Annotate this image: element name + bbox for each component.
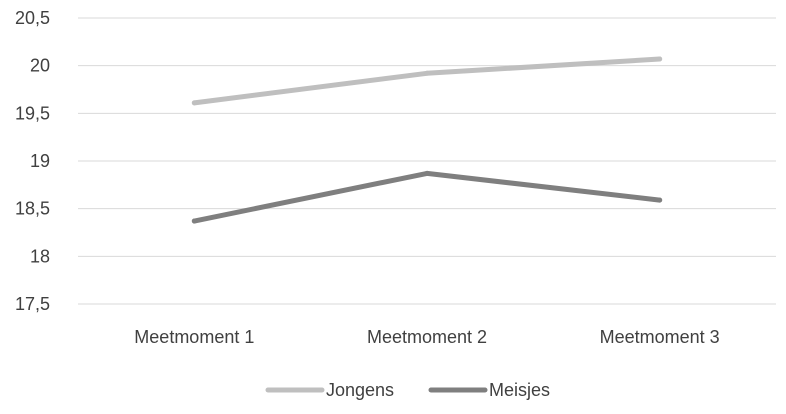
data-point-jongens — [191, 100, 197, 106]
y-tick-label: 18 — [30, 246, 50, 266]
data-point-meisjes — [191, 218, 197, 224]
gridlines — [78, 17, 776, 305]
data-point-meisjes — [424, 170, 430, 176]
legend: Jongens Meisjes — [265, 380, 550, 400]
legend-label-meisjes: Meisjes — [489, 380, 550, 400]
data-point-meisjes — [657, 197, 663, 203]
y-tick-label: 18,5 — [15, 199, 50, 219]
data-point-jongens — [657, 56, 663, 62]
series-lines — [191, 56, 663, 224]
y-tick-label: 19,5 — [15, 103, 50, 123]
y-tick-label: 19 — [30, 151, 50, 171]
y-tick-label: 20,5 — [15, 8, 50, 28]
legend-label-jongens: Jongens — [326, 380, 394, 400]
x-tick-label: Meetmoment 1 — [134, 327, 254, 347]
x-axis-tick-labels: Meetmoment 1 Meetmoment 2 Meetmoment 3 — [134, 327, 719, 347]
y-axis-tick-labels: 17,5 18 18,5 19 19,5 20 20,5 — [15, 8, 50, 314]
data-point-jongens — [424, 70, 430, 76]
x-tick-label: Meetmoment 2 — [367, 327, 487, 347]
series-line-meisjes — [191, 170, 663, 224]
y-tick-label: 17,5 — [15, 294, 50, 314]
x-tick-label: Meetmoment 3 — [600, 327, 720, 347]
y-tick-label: 20 — [30, 56, 50, 76]
